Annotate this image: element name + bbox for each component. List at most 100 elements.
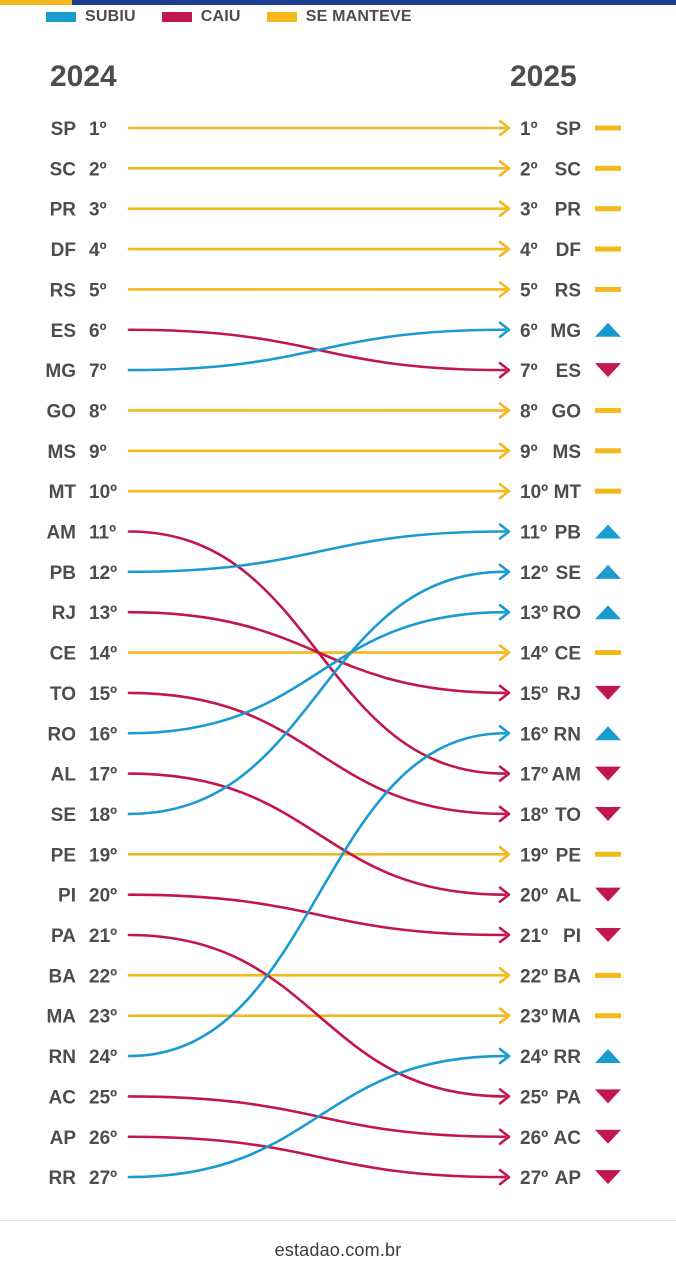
status-down-icon [595, 766, 621, 781]
rank-2025-label: 1º [520, 119, 538, 140]
state-2024-ba: BA [49, 966, 77, 987]
legend-item-down: CAIU [161, 8, 241, 26]
status-down-icon [595, 928, 621, 942]
rank-2025-label: 24º [520, 1047, 548, 1068]
rank-2025-label: 14º [520, 644, 548, 665]
rank-2025-label: 25º [520, 1087, 548, 1108]
status-same-icon [595, 125, 621, 131]
state-2024-am: AM [46, 523, 76, 544]
arrowhead-mg [498, 321, 511, 339]
rank-2025-label: 11º [520, 523, 547, 544]
state-2025-ap: AP [555, 1168, 582, 1189]
rank-2024-label: 21º [89, 926, 117, 947]
rank-2024-label: 16º [89, 724, 117, 745]
rank-2024-label: 20º [89, 886, 117, 907]
rank-line-ap [127, 1135, 507, 1179]
arrowhead-ba [498, 967, 511, 984]
state-2024-sp: SP [51, 119, 77, 140]
arrowhead-rs [498, 281, 511, 298]
arrowhead-ce [498, 644, 511, 661]
state-2024-mg: MG [45, 361, 76, 382]
legend: SUBIU CAIU SE MANTEVE [46, 6, 438, 28]
rank-line-to [127, 691, 507, 816]
status-up-icon [595, 524, 621, 539]
rank-2024-label: 25º [89, 1087, 117, 1108]
status-same-icon [595, 448, 621, 454]
arrowhead-rn [498, 724, 511, 742]
status-down-icon [595, 806, 621, 821]
rank-2024-label: 7º [89, 361, 107, 382]
state-2024-es: ES [51, 321, 76, 342]
state-2025-pe: PE [556, 845, 581, 866]
status-down-icon [595, 685, 621, 700]
footer-site-link[interactable]: estadao.com.br [274, 1240, 402, 1260]
state-2024-pi: PI [58, 886, 76, 907]
state-2025-pa: PA [556, 1087, 581, 1108]
rank-2025-label: 18º [520, 805, 548, 826]
state-2025-rn: RN [554, 724, 581, 745]
rank-2024-label: 2º [89, 159, 107, 180]
rank-line-rn [127, 731, 507, 1058]
status-down-icon [595, 887, 621, 902]
state-2025-pi: PI [563, 926, 581, 947]
state-2025-ba: BA [554, 966, 582, 987]
arrowhead-rr [498, 1047, 511, 1065]
rank-2024-label: 24º [89, 1047, 117, 1068]
legend-swatch-down [161, 12, 192, 22]
status-up-icon [595, 322, 621, 337]
rank-2024-label: 14º [89, 644, 117, 665]
arrowhead-ap [498, 1168, 511, 1186]
left-labels: SP 1º SC 2º PR 3º DF 4º RS 5º ES 6º MG 7º GO 8º MS 9º MT 10… [45, 119, 117, 1189]
state-2025-rr: RR [554, 1047, 582, 1068]
state-2024-se: SE [51, 805, 76, 826]
rank-2025-label: 9º [520, 442, 538, 463]
top-bar-accent [0, 0, 72, 5]
arrowhead-ms [498, 442, 511, 460]
state-2025-al: AL [556, 886, 582, 907]
status-same-icon [595, 165, 621, 171]
rank-2025-label: 6º [520, 321, 538, 342]
state-2024-ap: AP [50, 1128, 77, 1149]
status-same-icon [595, 851, 621, 857]
arrowhead-pr [498, 200, 511, 217]
state-2025-rs: RS [555, 280, 581, 301]
rank-2025-label: 27º [520, 1168, 548, 1189]
state-2024-rj: RJ [52, 603, 76, 624]
rank-2024-label: 12º [89, 563, 117, 584]
legend-label-down: CAIU [200, 8, 241, 25]
legend-label-up: SUBIU [85, 8, 136, 25]
state-2025-ms: MS [553, 442, 582, 463]
rank-2025-label: 3º [520, 200, 538, 221]
arrowhead-sp [498, 119, 511, 137]
state-2025-ro: RO [553, 603, 582, 624]
rank-2025-label: 23º [520, 1007, 548, 1028]
rank-2024-label: 5º [89, 280, 107, 301]
rank-2024-label: 11º [89, 523, 116, 544]
state-2024-ac: AC [49, 1087, 77, 1108]
state-2025-pb: PB [555, 523, 581, 544]
rank-line-pb [127, 530, 507, 574]
status-same-icon [595, 286, 621, 292]
state-2025-mg: MG [550, 321, 581, 342]
status-same-icon [595, 650, 621, 656]
status-same-icon [595, 972, 621, 978]
rank-2024-label: 8º [89, 401, 107, 422]
rank-2024-label: 3º [89, 200, 107, 221]
top-bar [0, 0, 676, 5]
state-2025-to: TO [555, 805, 581, 826]
rank-2025-label: 7º [520, 361, 538, 382]
rank-2025-label: 10º [520, 482, 548, 503]
state-2025-sc: SC [555, 159, 582, 180]
state-2024-al: AL [51, 765, 77, 786]
rank-2025-label: 15º [520, 684, 548, 705]
rank-line-al [127, 772, 507, 896]
state-2025-pr: PR [555, 200, 582, 221]
rank-line-pi [127, 893, 507, 937]
rank-2025-label: 5º [520, 280, 538, 301]
rank-line-rr [127, 1054, 507, 1179]
state-2024-rs: RS [50, 280, 76, 301]
rank-line-se [127, 570, 507, 816]
arrowhead-pi [498, 926, 511, 944]
arrowhead-pb [498, 523, 511, 540]
state-2024-pr: PR [50, 200, 77, 221]
